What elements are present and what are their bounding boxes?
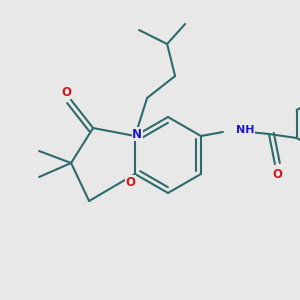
Text: O: O [125, 176, 135, 188]
Text: N: N [132, 128, 142, 140]
Text: O: O [61, 85, 71, 98]
Text: NH: NH [236, 125, 254, 135]
Text: O: O [272, 167, 282, 181]
